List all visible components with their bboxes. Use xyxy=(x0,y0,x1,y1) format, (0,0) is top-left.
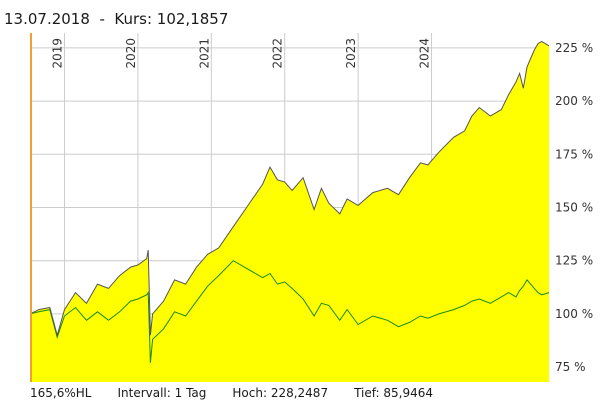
x-tick-label: 2022 xyxy=(271,38,285,69)
cursor-date: 13.07.2018 xyxy=(4,10,90,28)
y-tick-label: 125 % xyxy=(555,254,593,268)
high-label: Hoch: 228,2487 xyxy=(232,386,329,400)
range-label: 165,6%HL xyxy=(30,386,92,400)
y-tick-label: 200 % xyxy=(555,94,593,108)
x-tick-label: 2019 xyxy=(51,38,65,69)
y-tick-label: 175 % xyxy=(555,147,593,161)
price-line xyxy=(29,40,550,338)
y-tick-label: 100 % xyxy=(555,307,593,321)
interval-label[interactable]: Intervall: 1 Tag xyxy=(117,386,207,400)
benchmark-line xyxy=(29,260,550,363)
x-tick-label: 2023 xyxy=(344,38,358,69)
x-tick-label: 2020 xyxy=(124,38,138,69)
chart-header: 13.07.2018 - Kurs: 102,1857 xyxy=(4,10,228,28)
y-axis-labels: 75 % 100 % 125 % 150 % 175 % 200 % 225 % xyxy=(555,41,593,374)
x-tick-label: 2021 xyxy=(197,38,211,69)
chart-footer: 165,6%HL Intervall: 1 Tag Hoch: 228,2487 Ti… xyxy=(30,386,459,400)
cursor-price: Kurs: 102,1857 xyxy=(114,10,229,28)
x-tick-label: 2024 xyxy=(418,38,432,69)
x-axis-labels: 2019 2020 2021 2022 2023 2024 xyxy=(51,38,432,69)
low-label: Tief: 85,9464 xyxy=(354,386,434,400)
y-tick-label: 225 % xyxy=(555,41,593,55)
header-separator: - xyxy=(99,10,105,28)
y-tick-label: 75 % xyxy=(555,360,586,374)
price-area xyxy=(30,41,549,382)
y-tick-label: 150 % xyxy=(555,201,593,215)
